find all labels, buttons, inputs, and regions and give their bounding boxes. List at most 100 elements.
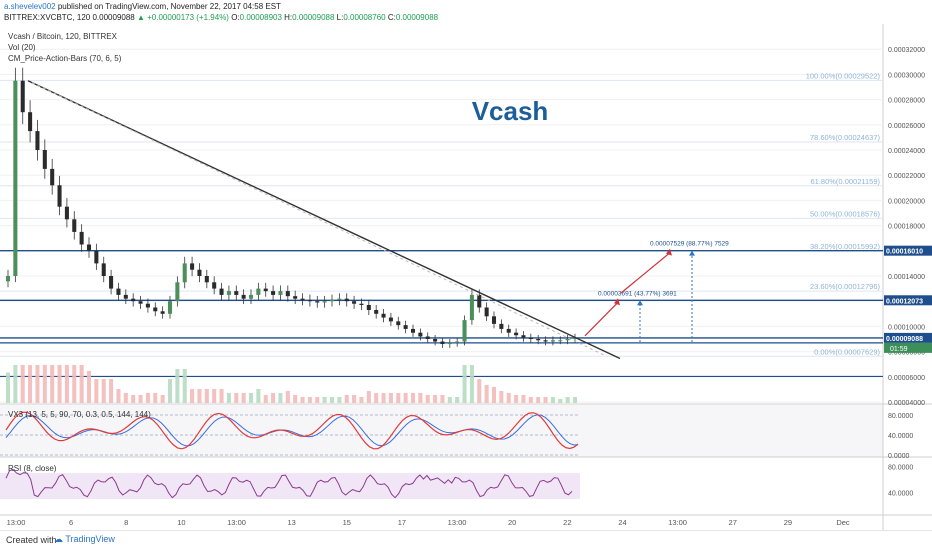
time-axis[interactable]: 13:00 6 8 10 13:00 13 15 17 13:00 20 22 24 13:00 27 29… bbox=[7, 518, 850, 527]
fib-label: 0.00%(0.00007629) bbox=[814, 347, 880, 356]
candle-body bbox=[138, 301, 143, 304]
candle-body bbox=[514, 332, 519, 336]
candle-body bbox=[381, 313, 386, 318]
candle-body bbox=[491, 316, 497, 324]
target-arrow bbox=[620, 252, 671, 294]
rsi-line bbox=[5, 469, 573, 499]
volume-bar bbox=[248, 393, 254, 403]
publisher-user[interactable]: a.shevelev002 bbox=[4, 2, 56, 11]
rsi-tick-label: 80.0000 bbox=[888, 465, 913, 472]
rsi-tick-label: 40.0000 bbox=[888, 491, 913, 498]
level-tag bbox=[884, 245, 932, 256]
time-tick-label: 13:00 bbox=[227, 518, 246, 527]
candles bbox=[5, 67, 578, 348]
candle-body bbox=[145, 303, 150, 308]
candle-body bbox=[101, 263, 106, 276]
countdown-label: 01:59 bbox=[890, 346, 908, 353]
candle-body bbox=[256, 288, 261, 295]
time-tick-label: 10 bbox=[177, 518, 185, 527]
candle-body bbox=[42, 150, 47, 169]
open-label: O: bbox=[231, 13, 240, 22]
close-label: C: bbox=[387, 13, 396, 22]
stoch-k-line bbox=[5, 411, 579, 450]
candle-body bbox=[307, 299, 312, 302]
volume-bar bbox=[13, 365, 18, 403]
price-tick-label: 0.00024000 bbox=[888, 148, 925, 155]
volume-bar bbox=[469, 365, 474, 403]
candle-body bbox=[506, 328, 511, 333]
candle-body bbox=[285, 291, 290, 297]
volume-bar bbox=[263, 395, 268, 403]
candle-body bbox=[469, 294, 474, 321]
volume-bar bbox=[344, 395, 349, 403]
symbol-label: BITTREX:XVCBTC, 120 bbox=[4, 13, 91, 22]
candle-body bbox=[543, 340, 548, 342]
candle-body bbox=[226, 291, 231, 295]
volume-bar bbox=[329, 397, 335, 403]
price-chart[interactable]: 100.00%(0.00029522) 78.60%(0.00024637) 61.… bbox=[0, 0, 932, 530]
candle-body bbox=[190, 263, 195, 270]
candle-body bbox=[536, 339, 541, 341]
candle-body bbox=[315, 301, 320, 303]
candle-body bbox=[153, 307, 158, 312]
countdown-tag bbox=[884, 342, 932, 353]
volume-bar bbox=[285, 391, 290, 403]
time-tick-label: 13:00 bbox=[7, 518, 26, 527]
volume-bar bbox=[506, 393, 511, 403]
price-tick-label: 0.00014000 bbox=[888, 274, 925, 281]
volume-bar bbox=[477, 379, 482, 403]
volume-bar bbox=[381, 393, 386, 403]
stoch-indicator bbox=[0, 411, 580, 456]
volume-bar bbox=[499, 391, 504, 403]
volume-bar bbox=[300, 397, 305, 403]
time-tick-label: Dec bbox=[836, 518, 850, 527]
volume-bar bbox=[322, 397, 327, 403]
volume-bar bbox=[116, 389, 121, 403]
time-tick-label: 20 bbox=[508, 518, 516, 527]
volume-bar bbox=[366, 391, 371, 403]
volume-bar bbox=[20, 365, 25, 403]
price-tick-label: 0.00028000 bbox=[888, 98, 925, 105]
high-value: 0.00009088 bbox=[292, 13, 335, 22]
volume-bar bbox=[521, 395, 526, 403]
candle-body bbox=[329, 299, 335, 302]
volume-bar bbox=[219, 389, 224, 403]
volume-bar bbox=[57, 365, 62, 403]
candle-body bbox=[322, 301, 327, 303]
candle-body bbox=[558, 340, 563, 342]
tradingview-logo[interactable]: ☁ TradingView bbox=[54, 534, 115, 544]
target-arrow-tip bbox=[666, 248, 672, 256]
volume-bar bbox=[72, 365, 77, 403]
fib-label: 23.60%(0.00012796) bbox=[810, 282, 881, 291]
volume-bar bbox=[396, 393, 401, 403]
legend-series: Vcash / Bitcoin, 120, BITTREX bbox=[8, 32, 117, 41]
volume-bar bbox=[145, 393, 150, 403]
candle-body bbox=[425, 336, 430, 339]
candle-body bbox=[204, 276, 209, 283]
price-axis[interactable]: 0.00032000 0.00030000 0.00028000 0.00026000… bbox=[884, 47, 932, 498]
volume-bar bbox=[440, 395, 445, 403]
time-tick-label: 29 bbox=[784, 518, 792, 527]
level-tag-label: 0.00016010 bbox=[886, 249, 923, 256]
volume-bar bbox=[182, 369, 187, 403]
trendline[interactable] bbox=[27, 80, 621, 360]
candle-body bbox=[123, 294, 128, 299]
legend-vol: Vol (20) bbox=[8, 43, 36, 52]
created-with-text: Created with bbox=[6, 535, 57, 545]
stoch-tick-label: 80.0000 bbox=[888, 413, 913, 420]
candle-body bbox=[521, 335, 526, 338]
trendline-dashed bbox=[31, 82, 606, 356]
volume-bar bbox=[425, 395, 430, 403]
ohlc-line: BITTREX:XVCBTC, 120 0.00009088 ▲ +0.0000… bbox=[4, 13, 438, 22]
time-tick-label: 17 bbox=[398, 518, 406, 527]
target-arrow-tip bbox=[614, 298, 620, 306]
price-tick-label: 0.00004000 bbox=[888, 400, 925, 407]
price-tick-label: 0.00026000 bbox=[888, 123, 925, 130]
candle-body bbox=[410, 328, 416, 333]
volume-bar bbox=[5, 372, 11, 403]
candle-body bbox=[300, 298, 305, 300]
candle-body bbox=[352, 301, 357, 304]
fib-label: 100.00%(0.00029522) bbox=[806, 71, 881, 80]
target-arrowhead bbox=[689, 250, 695, 256]
published-text: published on TradingView.com, November 2… bbox=[57, 2, 281, 11]
